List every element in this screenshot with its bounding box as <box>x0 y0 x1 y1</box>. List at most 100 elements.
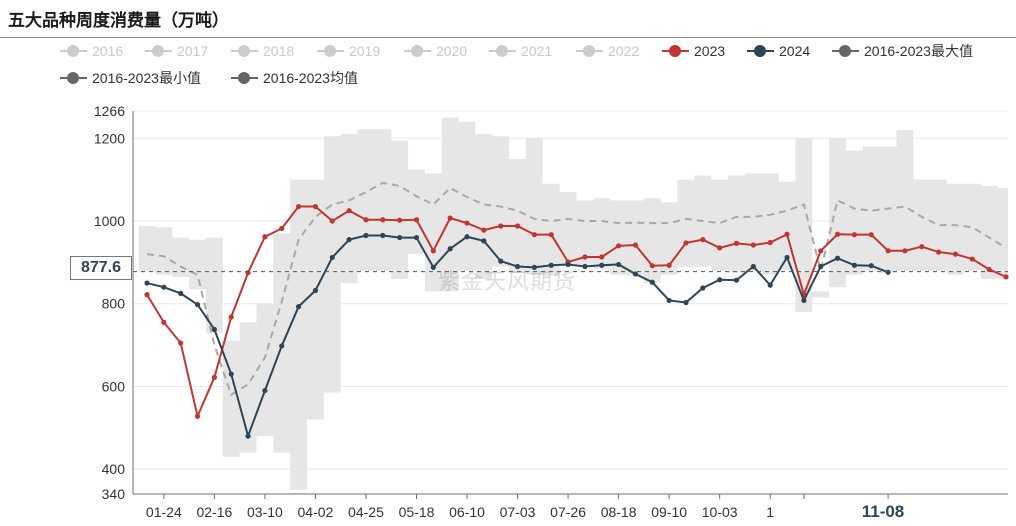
legend-label: 2016 <box>92 43 124 59</box>
min-max-band <box>138 117 1008 490</box>
data-point-2024 <box>632 271 639 277</box>
data-point-2024 <box>599 262 605 268</box>
legend-marker-icon <box>662 44 689 58</box>
data-point-2023 <box>868 232 874 238</box>
legend-marker-icon <box>489 44 516 58</box>
data-point-2023 <box>447 215 453 221</box>
data-point-2024 <box>430 264 436 270</box>
data-point-2024 <box>498 258 504 264</box>
data-point-2023 <box>514 223 521 229</box>
legend-item-2016-2023最大值[interactable]: 2016-2023最大值 <box>832 41 973 61</box>
data-point-2023 <box>902 248 908 254</box>
data-point-2023 <box>599 254 605 260</box>
data-point-2024 <box>194 301 201 308</box>
x-tick-label: 06-10 <box>449 504 485 520</box>
legend-marker-icon <box>145 44 172 58</box>
data-point-2023 <box>295 203 302 210</box>
data-point-2024 <box>329 254 335 261</box>
legend-item-2022[interactable]: 2022 <box>576 41 639 61</box>
x-tick-label: 07-03 <box>500 504 536 520</box>
data-point-2024 <box>464 234 470 240</box>
legend-item-2021[interactable]: 2021 <box>489 41 552 61</box>
data-point-2023 <box>767 239 773 246</box>
legend-marker-icon <box>317 44 344 58</box>
legend-item-2018[interactable]: 2018 <box>231 41 294 61</box>
x-tick-label: 09-10 <box>651 504 687 520</box>
legend-marker-icon <box>404 44 431 58</box>
x-tick-label: 02-16 <box>196 504 232 520</box>
data-point-2023 <box>430 248 436 254</box>
legend-label: 2022 <box>608 43 640 59</box>
data-point-2024 <box>733 277 740 283</box>
data-point-2024 <box>397 234 403 241</box>
data-point-2023 <box>683 240 689 246</box>
data-point-2023 <box>413 217 420 223</box>
y-tick-label: 340 <box>102 486 126 502</box>
data-point-2023 <box>936 249 942 255</box>
data-point-2023 <box>380 217 386 223</box>
x-tick-label: 10-03 <box>702 504 738 520</box>
legend-marker-icon <box>832 44 859 58</box>
data-point-2024 <box>447 246 453 252</box>
data-point-2024 <box>649 279 655 285</box>
legend-label: 2018 <box>263 43 295 59</box>
data-point-2024 <box>178 290 184 297</box>
data-point-2023 <box>228 314 234 320</box>
data-point-2023 <box>784 231 790 237</box>
y-tick-label: 1200 <box>94 130 125 146</box>
data-point-2023 <box>919 244 925 250</box>
data-point-2024 <box>279 343 285 349</box>
data-point-2023 <box>498 223 504 229</box>
data-point-2023 <box>279 225 285 232</box>
data-point-2024 <box>885 269 891 275</box>
data-point-2023 <box>616 243 622 249</box>
legend-label: 2020 <box>436 43 468 59</box>
data-point-2024 <box>834 255 841 261</box>
data-point-2024 <box>514 263 521 270</box>
data-point-2024 <box>295 304 302 310</box>
data-point-2024 <box>161 284 167 290</box>
legend-label: 2019 <box>349 43 381 59</box>
data-point-2024 <box>245 433 251 439</box>
data-point-2023 <box>986 266 992 273</box>
legend-item-2023[interactable]: 2023 <box>662 41 725 61</box>
data-point-2023 <box>733 240 740 246</box>
data-point-2024 <box>481 238 487 244</box>
legend-item-2016[interactable]: 2016 <box>60 41 123 61</box>
data-point-2023 <box>397 217 403 223</box>
data-point-2023 <box>531 232 537 238</box>
legend-label: 2016-2023均值 <box>263 70 358 86</box>
legend-marker-icon <box>231 44 258 58</box>
data-point-2024 <box>531 264 537 270</box>
data-point-2023 <box>649 263 655 269</box>
y-tick-label: 600 <box>102 378 126 394</box>
data-point-2023 <box>245 270 251 276</box>
legend-item-2019[interactable]: 2019 <box>317 41 380 61</box>
x-tick-label: 08-18 <box>601 504 637 520</box>
x-axis-pointer-label: 11-08 <box>852 500 914 524</box>
legend-item-2020[interactable]: 2020 <box>404 41 467 61</box>
data-point-2024 <box>851 262 858 268</box>
data-point-2023 <box>818 248 824 254</box>
y-tick-label: 800 <box>102 296 126 312</box>
data-point-2024 <box>818 263 824 270</box>
data-point-2024 <box>700 285 706 291</box>
watermark: 紫金天风期货 <box>438 269 577 294</box>
x-tick-label: 1 <box>766 504 774 520</box>
data-point-2023 <box>632 242 639 248</box>
data-point-2024 <box>616 261 622 268</box>
legend-label: 2016-2023最小值 <box>92 70 201 86</box>
legend-label: 2017 <box>177 43 209 59</box>
legend-item-2016-2023最小值[interactable]: 2016-2023最小值 <box>60 68 201 88</box>
legend-item-2017[interactable]: 2017 <box>145 41 208 61</box>
legend-item-2024[interactable]: 2024 <box>747 41 810 61</box>
y-tick-label: 1266 <box>94 103 125 119</box>
data-point-2024 <box>750 263 756 270</box>
legend-marker-icon <box>231 71 258 85</box>
x-tick-label: 04-25 <box>348 504 384 520</box>
series-line-2023 <box>146 205 1007 420</box>
legend-item-2016-2023均值[interactable]: 2016-2023均值 <box>231 68 358 88</box>
y-tick-label: 1000 <box>94 213 125 229</box>
data-point-2023 <box>211 374 217 380</box>
